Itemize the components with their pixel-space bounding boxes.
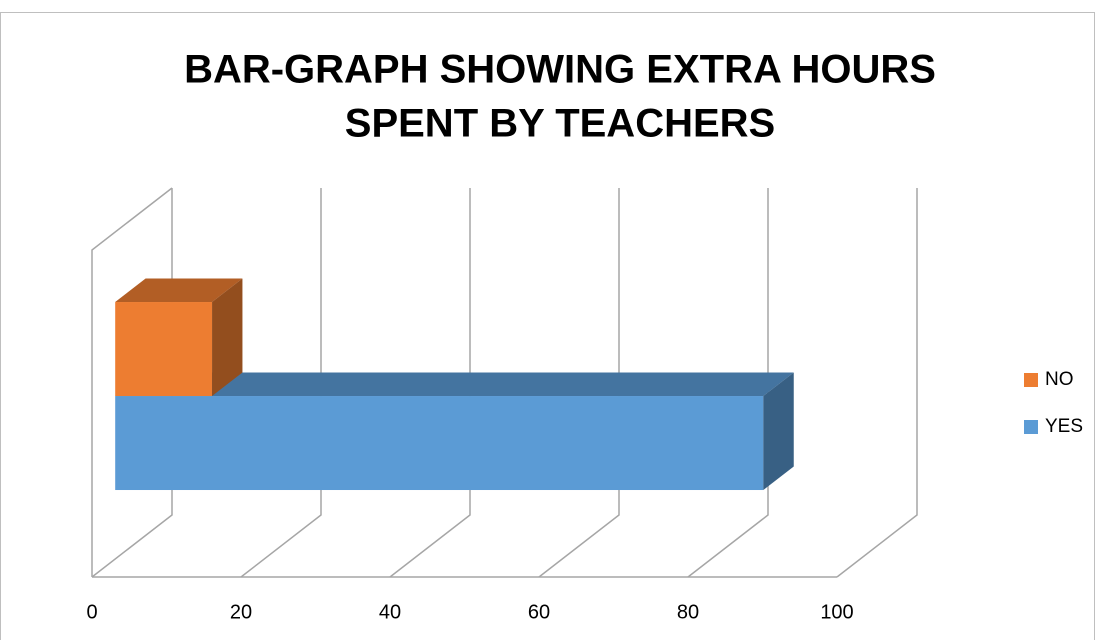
legend-swatch	[1024, 373, 1038, 387]
x-tick-label: 0	[86, 601, 97, 623]
grid-line	[389, 188, 471, 578]
axis-wall	[91, 187, 173, 577]
x-tick-label: 20	[230, 601, 252, 623]
x-tick-label: 100	[820, 601, 853, 623]
legend-swatch	[1024, 420, 1038, 434]
grid-line	[687, 188, 769, 578]
legend-label: NO	[1045, 369, 1074, 390]
legend-label: YES	[1045, 416, 1083, 437]
chart-title: SPENT BY TEACHERS	[345, 102, 775, 146]
x-tick-label: 40	[379, 601, 401, 623]
bar-top	[115, 372, 794, 397]
grid-line	[836, 188, 918, 578]
bar-front	[115, 396, 764, 491]
bar-side	[212, 278, 243, 397]
chart-title: BAR-GRAPH SHOWING EXTRA HOURS	[184, 48, 936, 92]
bar-front	[115, 302, 213, 397]
grid-line	[240, 188, 322, 578]
bar-side	[763, 372, 794, 491]
x-tick-label: 60	[528, 601, 550, 623]
grid-line	[538, 188, 620, 578]
x-tick-label: 80	[677, 601, 699, 623]
bar-top	[115, 278, 243, 303]
